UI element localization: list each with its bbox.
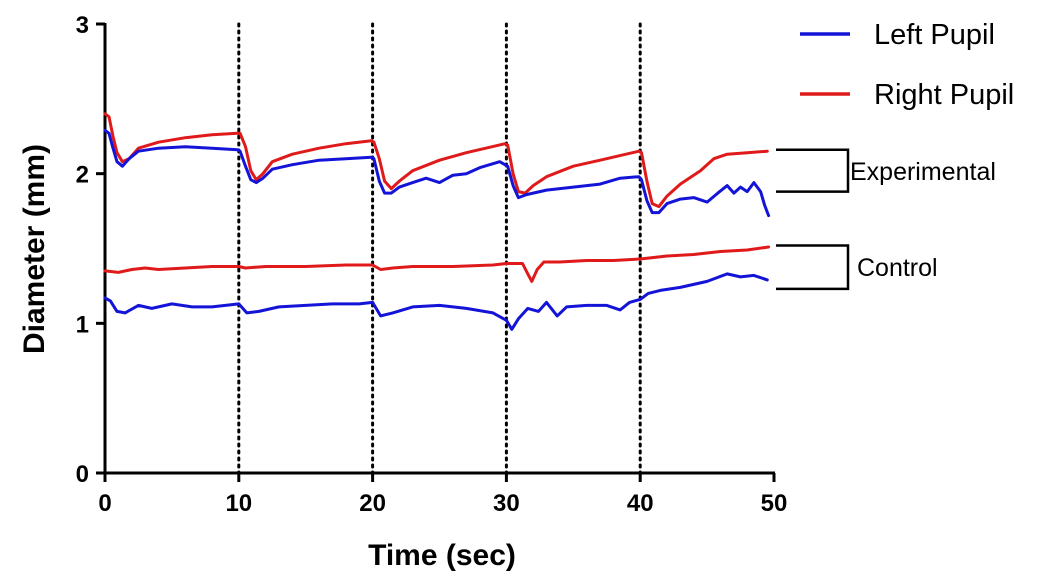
series-layer: [103, 112, 771, 331]
x-tick-label-20: 20: [359, 490, 386, 517]
series-line-left-pupil-control: [103, 272, 769, 331]
y-tick-label-1: 1: [76, 311, 89, 338]
group-bracket-control: Control: [776, 244, 938, 291]
stimulus-lines: [237, 22, 642, 475]
x-tick-label-0: 0: [98, 490, 111, 517]
y-tick-label-2: 2: [76, 162, 89, 189]
bracket-shape-experimental: [776, 148, 850, 193]
bracket-shape-control: [776, 244, 850, 291]
axis-ticks: 0 10 20 30 40 50 0 1 2 3: [76, 12, 788, 517]
group-bracket-experimental: Experimental: [776, 148, 996, 193]
x-tick-label-10: 10: [225, 490, 252, 517]
y-tick-label-3: 3: [76, 12, 89, 39]
x-tick-label-30: 30: [493, 490, 520, 517]
x-tick-label-50: 50: [761, 490, 788, 517]
series-line-right-pupil-control: [103, 245, 771, 283]
x-axis-title: Time (sec): [368, 539, 516, 572]
axes: [103, 23, 775, 475]
legend-label-left-pupil: Left Pupil: [874, 19, 995, 51]
group-label-control: Control: [857, 254, 938, 282]
series-line-right-pupil-experimental: [103, 112, 769, 209]
group-label-experimental: Experimental: [850, 158, 996, 186]
legend: Left Pupil Right Pupil: [800, 19, 1014, 111]
legend-label-right-pupil: Right Pupil: [874, 79, 1014, 111]
y-tick-label-0: 0: [76, 461, 89, 488]
x-tick-label-40: 40: [627, 490, 654, 517]
y-axis-title: Diameter (mm): [18, 144, 51, 354]
series-line-left-pupil-experimental: [103, 128, 771, 218]
